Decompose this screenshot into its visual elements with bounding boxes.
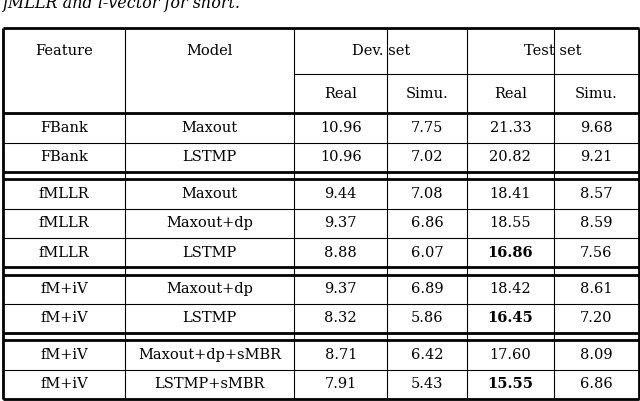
Text: Dev. set: Dev. set: [351, 44, 410, 58]
Text: 5.86: 5.86: [411, 312, 444, 326]
Text: 6.86: 6.86: [411, 216, 444, 230]
Text: 8.71: 8.71: [324, 348, 357, 362]
Text: Simu.: Simu.: [575, 87, 618, 101]
Text: 9.68: 9.68: [580, 121, 612, 135]
Text: LSTMP: LSTMP: [182, 150, 237, 164]
Text: fMLLR: fMLLR: [38, 246, 90, 259]
Text: Test set: Test set: [524, 44, 582, 58]
Text: Feature: Feature: [35, 44, 93, 58]
Text: 16.86: 16.86: [488, 246, 533, 259]
Text: 6.89: 6.89: [411, 282, 444, 296]
Text: Maxout+dp: Maxout+dp: [166, 216, 253, 230]
Text: fM+iV: fM+iV: [40, 312, 88, 326]
Text: 7.02: 7.02: [411, 150, 444, 164]
Text: 7.08: 7.08: [411, 187, 444, 201]
Text: fMLLR: fMLLR: [38, 216, 90, 230]
Text: fM+iV: fM+iV: [40, 377, 88, 391]
Text: 6.42: 6.42: [411, 348, 444, 362]
Text: fM+iV: fM+iV: [40, 348, 88, 362]
Text: 9.21: 9.21: [580, 150, 612, 164]
Text: 15.55: 15.55: [488, 377, 533, 391]
Text: 9.44: 9.44: [324, 187, 357, 201]
Text: 18.42: 18.42: [490, 282, 531, 296]
Text: 8.57: 8.57: [580, 187, 612, 201]
Text: 6.07: 6.07: [411, 246, 444, 259]
Text: 21.33: 21.33: [490, 121, 531, 135]
Text: 5.43: 5.43: [411, 377, 444, 391]
Text: fMLLR: fMLLR: [38, 187, 90, 201]
Text: LSTMP: LSTMP: [182, 312, 237, 326]
Text: fMLLR and i-vector for short.: fMLLR and i-vector for short.: [3, 0, 241, 12]
Text: 7.20: 7.20: [580, 312, 612, 326]
Text: 10.96: 10.96: [320, 150, 362, 164]
Text: FBank: FBank: [40, 150, 88, 164]
Text: 8.88: 8.88: [324, 246, 357, 259]
Text: Simu.: Simu.: [406, 87, 449, 101]
Text: Maxout+dp: Maxout+dp: [166, 282, 253, 296]
Text: 9.37: 9.37: [324, 216, 357, 230]
Text: 7.91: 7.91: [324, 377, 357, 391]
Text: 17.60: 17.60: [490, 348, 531, 362]
Text: LSTMP: LSTMP: [182, 246, 237, 259]
Text: Real: Real: [494, 87, 527, 101]
Text: Real: Real: [324, 87, 357, 101]
Text: 7.75: 7.75: [411, 121, 444, 135]
Text: 10.96: 10.96: [320, 121, 362, 135]
Text: 8.61: 8.61: [580, 282, 612, 296]
Text: 8.09: 8.09: [580, 348, 612, 362]
Text: Maxout: Maxout: [182, 121, 237, 135]
Text: 8.32: 8.32: [324, 312, 357, 326]
Text: FBank: FBank: [40, 121, 88, 135]
Text: Maxout+dp+sMBR: Maxout+dp+sMBR: [138, 348, 281, 362]
Text: Model: Model: [186, 44, 233, 58]
Text: 18.55: 18.55: [490, 216, 531, 230]
Text: 18.41: 18.41: [490, 187, 531, 201]
Text: 9.37: 9.37: [324, 282, 357, 296]
Text: 6.86: 6.86: [580, 377, 612, 391]
Text: fM+iV: fM+iV: [40, 282, 88, 296]
Text: Maxout: Maxout: [182, 187, 237, 201]
Text: 20.82: 20.82: [490, 150, 531, 164]
Text: 8.59: 8.59: [580, 216, 612, 230]
Text: 16.45: 16.45: [488, 312, 533, 326]
Text: 7.56: 7.56: [580, 246, 612, 259]
Text: LSTMP+sMBR: LSTMP+sMBR: [154, 377, 265, 391]
